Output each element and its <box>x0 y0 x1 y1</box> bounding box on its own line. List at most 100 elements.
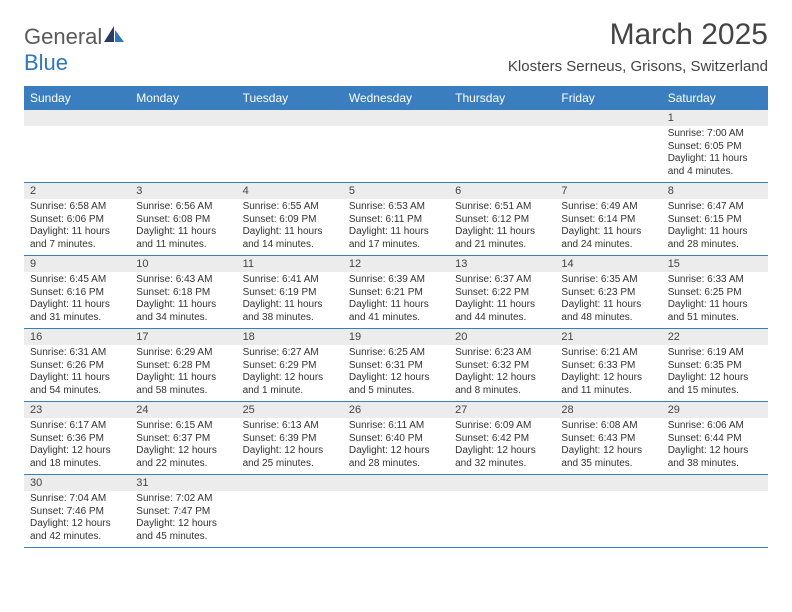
day-detail-cell: Sunrise: 6:23 AMSunset: 6:32 PMDaylight:… <box>449 345 555 402</box>
sunset-text: Sunset: 6:23 PM <box>561 287 635 298</box>
day-detail-cell: Sunrise: 6:43 AMSunset: 6:18 PMDaylight:… <box>130 272 236 329</box>
sunrise-text: Sunrise: 6:55 AM <box>243 201 319 212</box>
day-detail-cell: Sunrise: 6:39 AMSunset: 6:21 PMDaylight:… <box>343 272 449 329</box>
location: Klosters Serneus, Grisons, Switzerland <box>508 58 768 75</box>
day-number-cell: 30 <box>24 475 130 492</box>
day-number-cell: 25 <box>237 402 343 419</box>
day-number-cell <box>662 475 768 492</box>
day-detail-cell: Sunrise: 6:11 AMSunset: 6:40 PMDaylight:… <box>343 418 449 475</box>
day-number-cell <box>343 475 449 492</box>
sunrise-text: Sunrise: 7:00 AM <box>668 128 744 139</box>
logo-word1: General <box>24 24 102 49</box>
day-number-cell: 31 <box>130 475 236 492</box>
sunrise-text: Sunrise: 6:49 AM <box>561 201 637 212</box>
day-detail-cell <box>343 491 449 548</box>
logo-sail-icon <box>104 24 126 50</box>
day-number-cell: 4 <box>237 183 343 200</box>
day-detail-cell: Sunrise: 6:13 AMSunset: 6:39 PMDaylight:… <box>237 418 343 475</box>
sunset-text: Sunset: 6:22 PM <box>455 287 529 298</box>
day-number-cell: 27 <box>449 402 555 419</box>
sunrise-text: Sunrise: 6:17 AM <box>30 420 106 431</box>
daylight-text: Daylight: 12 hours and 1 minute. <box>243 372 324 396</box>
day-number-cell: 19 <box>343 329 449 346</box>
day-number-cell: 8 <box>662 183 768 200</box>
daylight-text: Daylight: 11 hours and 58 minutes. <box>136 372 216 396</box>
calendar-table: SundayMondayTuesdayWednesdayThursdayFrid… <box>24 86 768 548</box>
sunrise-text: Sunrise: 7:04 AM <box>30 493 106 504</box>
day-detail-cell: Sunrise: 6:35 AMSunset: 6:23 PMDaylight:… <box>555 272 661 329</box>
sunset-text: Sunset: 6:25 PM <box>668 287 742 298</box>
sunset-text: Sunset: 6:21 PM <box>349 287 423 298</box>
day-number-cell <box>130 110 236 126</box>
daylight-text: Daylight: 12 hours and 15 minutes. <box>668 372 749 396</box>
sunset-text: Sunset: 6:19 PM <box>243 287 317 298</box>
day-detail-cell: Sunrise: 6:21 AMSunset: 6:33 PMDaylight:… <box>555 345 661 402</box>
day-detail-row: Sunrise: 7:04 AMSunset: 7:46 PMDaylight:… <box>24 491 768 548</box>
daylight-text: Daylight: 11 hours and 31 minutes. <box>30 299 110 323</box>
day-number-row: 16171819202122 <box>24 329 768 346</box>
day-number-cell: 12 <box>343 256 449 273</box>
day-detail-cell: Sunrise: 6:37 AMSunset: 6:22 PMDaylight:… <box>449 272 555 329</box>
day-detail-cell: Sunrise: 6:19 AMSunset: 6:35 PMDaylight:… <box>662 345 768 402</box>
sunrise-text: Sunrise: 6:35 AM <box>561 274 637 285</box>
day-detail-cell <box>449 491 555 548</box>
sunrise-text: Sunrise: 6:45 AM <box>30 274 106 285</box>
daylight-text: Daylight: 11 hours and 24 minutes. <box>561 226 641 250</box>
day-number-cell: 7 <box>555 183 661 200</box>
sunrise-text: Sunrise: 6:47 AM <box>668 201 744 212</box>
day-detail-row: Sunrise: 7:00 AM Sunset: 6:05 PMDaylight:… <box>24 126 768 183</box>
weekday-header: Saturday <box>662 86 768 110</box>
day-number-cell: 23 <box>24 402 130 419</box>
title-block: March 2025 Klosters Serneus, Grisons, Sw… <box>508 18 768 75</box>
sunset-text: Sunset: 6:36 PM <box>30 433 104 444</box>
sunset-text: Sunset: 6:37 PM <box>136 433 210 444</box>
day-detail-cell <box>449 126 555 183</box>
sunset-text: Sunset: 6:44 PM <box>668 433 742 444</box>
day-detail-cell <box>343 126 449 183</box>
sunset-text: Sunset: 6:35 PM <box>668 360 742 371</box>
daylight-text: Daylight: 11 hours and 34 minutes. <box>136 299 216 323</box>
day-detail-cell: Sunrise: 6:27 AM Sunset: 6:29 PMDaylight:… <box>237 345 343 402</box>
sunset-text: Sunset: 6:05 PM <box>668 141 742 152</box>
day-detail-cell <box>237 126 343 183</box>
sunset-text: Sunset: 7:47 PM <box>136 506 210 517</box>
day-detail-cell: Sunrise: 6:09 AMSunset: 6:42 PMDaylight:… <box>449 418 555 475</box>
sunset-text: Sunset: 6:11 PM <box>349 214 422 225</box>
sunrise-text: Sunrise: 6:43 AM <box>136 274 212 285</box>
day-number-cell: 17 <box>130 329 236 346</box>
sunrise-text: Sunrise: 6:56 AM <box>136 201 212 212</box>
logo: General Blue <box>24 24 126 76</box>
sunset-text: Sunset: 6:39 PM <box>243 433 317 444</box>
day-detail-cell: Sunrise: 6:08 AMSunset: 6:43 PMDaylight:… <box>555 418 661 475</box>
sunset-text: Sunset: 6:40 PM <box>349 433 423 444</box>
day-number-cell: 26 <box>343 402 449 419</box>
day-detail-cell: Sunrise: 7:02 AMSunset: 7:47 PMDaylight:… <box>130 491 236 548</box>
sunset-text: Sunset: 6:33 PM <box>561 360 635 371</box>
day-detail-cell: Sunrise: 6:17 AMSunset: 6:36 PMDaylight:… <box>24 418 130 475</box>
daylight-text: Daylight: 11 hours and 51 minutes. <box>668 299 748 323</box>
sunset-text: Sunset: 6:31 PM <box>349 360 423 371</box>
sunrise-text: Sunrise: 6:58 AM <box>30 201 106 212</box>
daylight-text: Daylight: 12 hours and 42 minutes. <box>30 518 111 542</box>
day-number-row: 1 <box>24 110 768 126</box>
day-number-row: 9101112131415 <box>24 256 768 273</box>
day-number-cell: 1 <box>662 110 768 126</box>
sunset-text: Sunset: 6:06 PM <box>30 214 104 225</box>
sunset-text: Sunset: 6:12 PM <box>455 214 529 225</box>
sunrise-text: Sunrise: 6:27 AM <box>243 347 319 358</box>
day-detail-cell: Sunrise: 6:49 AMSunset: 6:14 PMDaylight:… <box>555 199 661 256</box>
day-number-cell: 14 <box>555 256 661 273</box>
daylight-text: Daylight: 11 hours and 4 minutes. <box>668 153 748 177</box>
weekday-header: Sunday <box>24 86 130 110</box>
daylight-text: Daylight: 12 hours and 35 minutes. <box>561 445 642 469</box>
day-detail-cell: Sunrise: 6:56 AMSunset: 6:08 PMDaylight:… <box>130 199 236 256</box>
day-detail-cell <box>24 126 130 183</box>
sunset-text: Sunset: 6:09 PM <box>243 214 317 225</box>
sunset-text: Sunset: 6:26 PM <box>30 360 104 371</box>
day-number-cell: 24 <box>130 402 236 419</box>
day-number-cell <box>555 475 661 492</box>
sunset-text: Sunset: 6:16 PM <box>30 287 104 298</box>
sunset-text: Sunset: 6:42 PM <box>455 433 529 444</box>
sunset-text: Sunset: 6:29 PM <box>243 360 317 371</box>
sunrise-text: Sunrise: 6:31 AM <box>30 347 106 358</box>
